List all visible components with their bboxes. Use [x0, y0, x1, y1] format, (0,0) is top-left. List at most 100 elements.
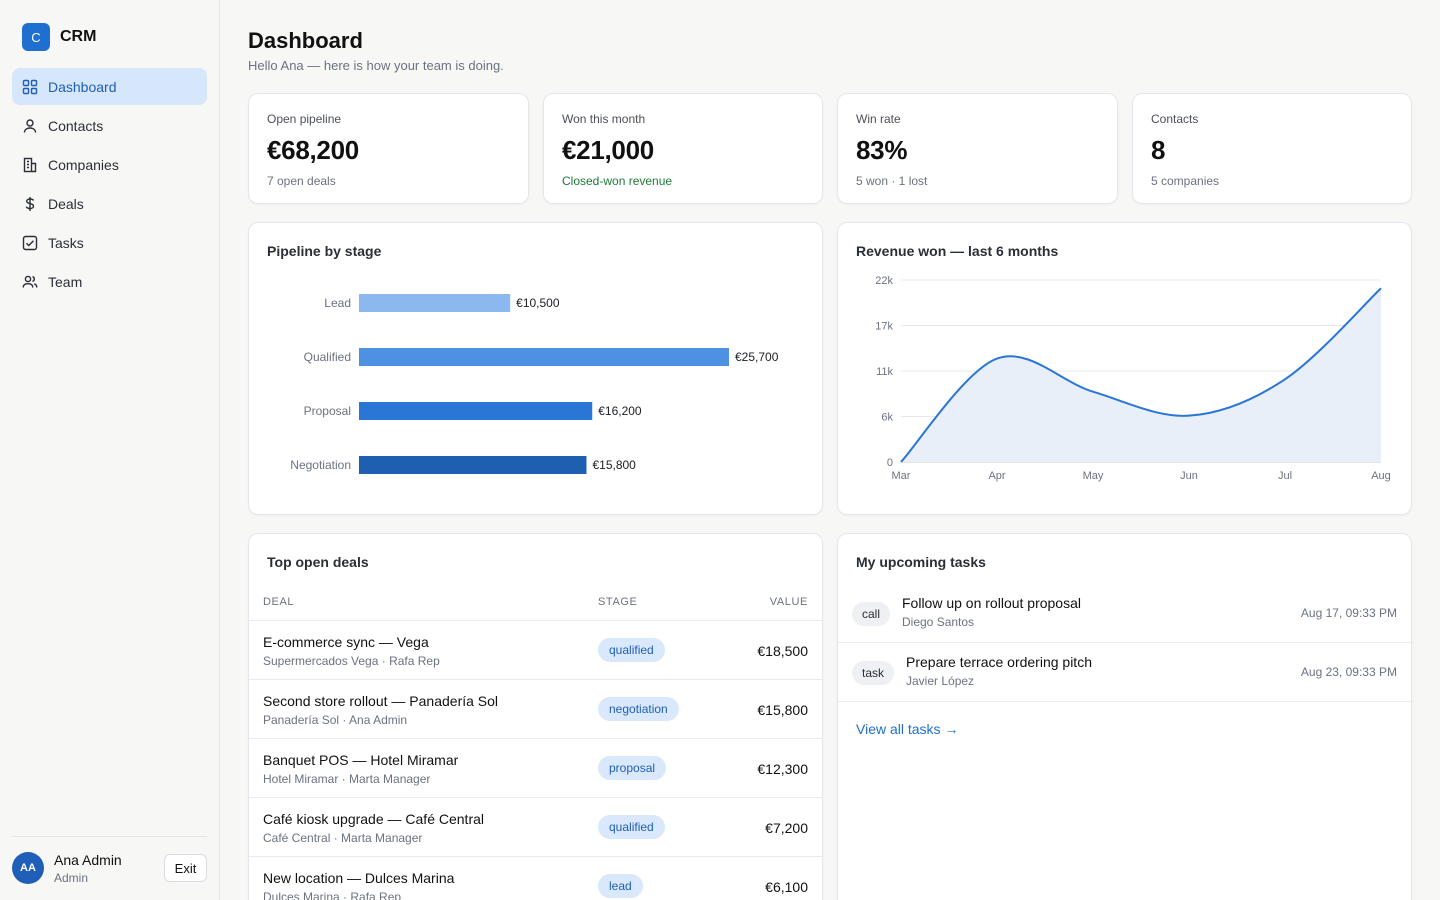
x-tick-label: Apr — [988, 470, 1005, 482]
table-row[interactable]: Banquet POS — Hotel Miramar Hotel Mirama… — [249, 738, 822, 797]
sidebar-item-label: Team — [48, 273, 83, 290]
sidebar-item-label: Deals — [48, 195, 84, 212]
category-label: Proposal — [304, 404, 351, 418]
deal-value: €12,300 — [757, 761, 808, 777]
x-tick-label: Mar — [892, 470, 911, 482]
deal-name[interactable]: E-commerce sync — Vega — [263, 634, 429, 650]
brand-logo: C — [22, 23, 50, 51]
deal-value: €18,500 — [757, 643, 808, 659]
data-label: €25,700 — [735, 350, 779, 364]
task-type-badge: task — [852, 661, 895, 685]
view-all-tasks-link[interactable]: View all tasks → — [856, 721, 959, 737]
deal-name[interactable]: New location — Dulces Marina — [263, 870, 455, 886]
pipeline-card: Pipeline by stage Lead €10,500 Qualified €2… — [248, 222, 823, 515]
sidebar-item-deals[interactable]: Deals — [12, 185, 207, 222]
stage-badge: negotiation — [598, 697, 679, 721]
pipeline-bar-chart: Lead €10,500 Qualified €25,700 Proposal €16,2… — [290, 294, 779, 474]
revenue-line — [900, 287, 1382, 463]
stat-note: 5 companies — [1151, 174, 1220, 188]
brand[interactable]: C CRM — [22, 23, 96, 51]
deal-company-owner: Café Central · Marta Manager — [263, 831, 423, 845]
stage-badge: lead — [598, 874, 643, 898]
bar — [359, 294, 511, 312]
stat-note: 5 won · 1 lost — [856, 174, 928, 188]
column-header-value[interactable]: VALUE — [769, 596, 808, 608]
deal-name[interactable]: Café kiosk upgrade — Café Central — [263, 811, 484, 827]
stat-card-win-rate: Win rate 83% 5 won · 1 lost — [837, 93, 1118, 204]
area-fill — [901, 288, 1381, 462]
avatar[interactable]: AA — [12, 852, 44, 884]
stage-badge: proposal — [598, 756, 667, 780]
y-tick-label: 0 — [887, 457, 893, 469]
user-role: Admin — [54, 871, 89, 885]
stat-note: Closed-won revenue — [562, 174, 673, 188]
sidebar-item-dashboard[interactable]: Dashboard — [12, 68, 207, 105]
stat-value: €21,000 — [562, 135, 654, 165]
stat-value: 8 — [1151, 135, 1166, 165]
stat-label: Won this month — [562, 112, 646, 126]
category-label: Qualified — [304, 350, 351, 364]
table-row[interactable]: Café kiosk upgrade — Café Central Café C… — [249, 797, 822, 856]
sidebar-item-label: Tasks — [48, 234, 84, 251]
task-type-badge: call — [852, 602, 891, 626]
task-contact: Javier López — [906, 674, 975, 688]
deals-card: Top open deals DEAL STAGE VALUE E-commer… — [248, 533, 823, 900]
task-contact: Diego Santos — [902, 615, 975, 629]
deal-company-owner: Dulces Marina · Rafa Rep — [263, 890, 402, 900]
task-due-date: Aug 23, 09:33 PM — [1300, 665, 1397, 679]
card-title: Top open deals — [267, 554, 369, 570]
stat-label: Contacts — [1151, 112, 1199, 126]
dashboard-grid-icon — [22, 79, 38, 94]
checkbox-icon — [22, 235, 38, 250]
person-icon — [23, 118, 37, 133]
card-title: Pipeline by stage — [267, 243, 382, 259]
list-item[interactable]: task Prepare terrace ordering pitch Javi… — [838, 643, 1411, 702]
deal-name[interactable]: Second store rollout — Panadería Sol — [263, 693, 499, 709]
data-label: €15,800 — [592, 458, 636, 472]
deal-value: €15,800 — [757, 702, 808, 718]
list-item[interactable]: call Follow up on rollout proposal Diego… — [838, 584, 1411, 643]
y-tick-label: 22k — [875, 275, 893, 287]
y-tick-label: 6k — [881, 412, 893, 424]
stat-label: Open pipeline — [267, 112, 342, 126]
card-title: Revenue won — last 6 months — [856, 243, 1059, 259]
y-tick-label: 17k — [875, 321, 893, 333]
user-panel: AA Ana Admin Admin Exit — [12, 836, 207, 900]
user-name: Ana Admin — [54, 852, 122, 868]
stat-label: Win rate — [856, 112, 901, 126]
task-title[interactable]: Follow up on rollout proposal — [902, 595, 1081, 611]
data-label: €10,500 — [516, 296, 560, 310]
exit-button[interactable]: Exit — [164, 854, 207, 882]
stat-note: 7 open deals — [267, 174, 336, 188]
sidebar-item-tasks[interactable]: Tasks — [12, 224, 207, 261]
stat-value: 83% — [856, 135, 908, 165]
sidebar-item-contacts[interactable]: Contacts — [12, 107, 207, 144]
x-tick-label: Jun — [1180, 470, 1198, 482]
page-title: Dashboard — [248, 28, 363, 53]
sidebar-item-team[interactable]: Team — [12, 263, 207, 300]
category-label: Lead — [324, 296, 351, 310]
sidebar-item-companies[interactable]: Companies — [12, 146, 207, 183]
deal-company-owner: Panadería Sol · Ana Admin — [263, 713, 408, 727]
x-tick-label: Jul — [1278, 470, 1292, 482]
bar — [359, 402, 593, 420]
x-tick-label: May — [1083, 470, 1104, 482]
deal-name[interactable]: Banquet POS — Hotel Miramar — [263, 752, 459, 768]
category-label: Negotiation — [290, 458, 351, 472]
table-row[interactable]: New location — Dulces Marina Dulces Mari… — [249, 856, 822, 900]
task-title[interactable]: Prepare terrace ordering pitch — [906, 654, 1092, 670]
task-due-date: Aug 17, 09:33 PM — [1300, 606, 1397, 620]
table-row[interactable]: Second store rollout — Panadería Sol Pan… — [249, 679, 822, 738]
dollar-icon — [25, 196, 35, 211]
sidebar-item-label: Dashboard — [48, 78, 117, 95]
table-row[interactable]: E-commerce sync — Vega Supermercados Veg… — [249, 620, 822, 679]
column-header-deal[interactable]: DEAL — [263, 596, 295, 608]
bar — [359, 456, 587, 474]
stage-badge: qualified — [598, 638, 665, 662]
stat-value: €68,200 — [267, 135, 359, 165]
column-header-stage[interactable]: STAGE — [598, 596, 638, 608]
data-label: €16,200 — [598, 404, 642, 418]
deal-company-owner: Supermercados Vega · Rafa Rep — [263, 654, 440, 668]
stat-card-won-this-month: Won this month €21,000 Closed-won revenu… — [543, 93, 823, 204]
revenue-area-chart: 0 6k 11k 17k 22k Mar Apr May Jun Jul Aug — [875, 275, 1391, 482]
